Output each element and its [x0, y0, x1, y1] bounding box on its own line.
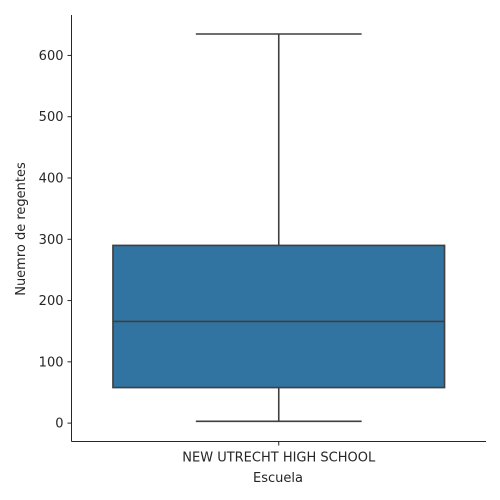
y-axis-label: Nuemro de regentes — [14, 162, 29, 296]
y-axis-ticks: 0 100 200 300 400 500 600 — [39, 49, 72, 432]
y-tick-label: 100 — [39, 355, 64, 370]
interquartile-box — [112, 244, 446, 389]
x-tick-label: NEW UTRECHT HIGH SCHOOL — [182, 451, 376, 466]
y-tick-label: 400 — [39, 172, 64, 187]
x-axis-ticks: NEW UTRECHT HIGH SCHOOL — [182, 441, 376, 466]
y-tick-label: 300 — [39, 233, 64, 248]
y-tick-label: 600 — [39, 49, 64, 64]
y-tick-label: 200 — [39, 294, 64, 309]
y-tick-label: 0 — [55, 417, 63, 432]
x-axis-label: Escuela — [253, 471, 303, 486]
y-tick-label: 500 — [39, 110, 64, 125]
box-plot-area — [112, 33, 446, 423]
